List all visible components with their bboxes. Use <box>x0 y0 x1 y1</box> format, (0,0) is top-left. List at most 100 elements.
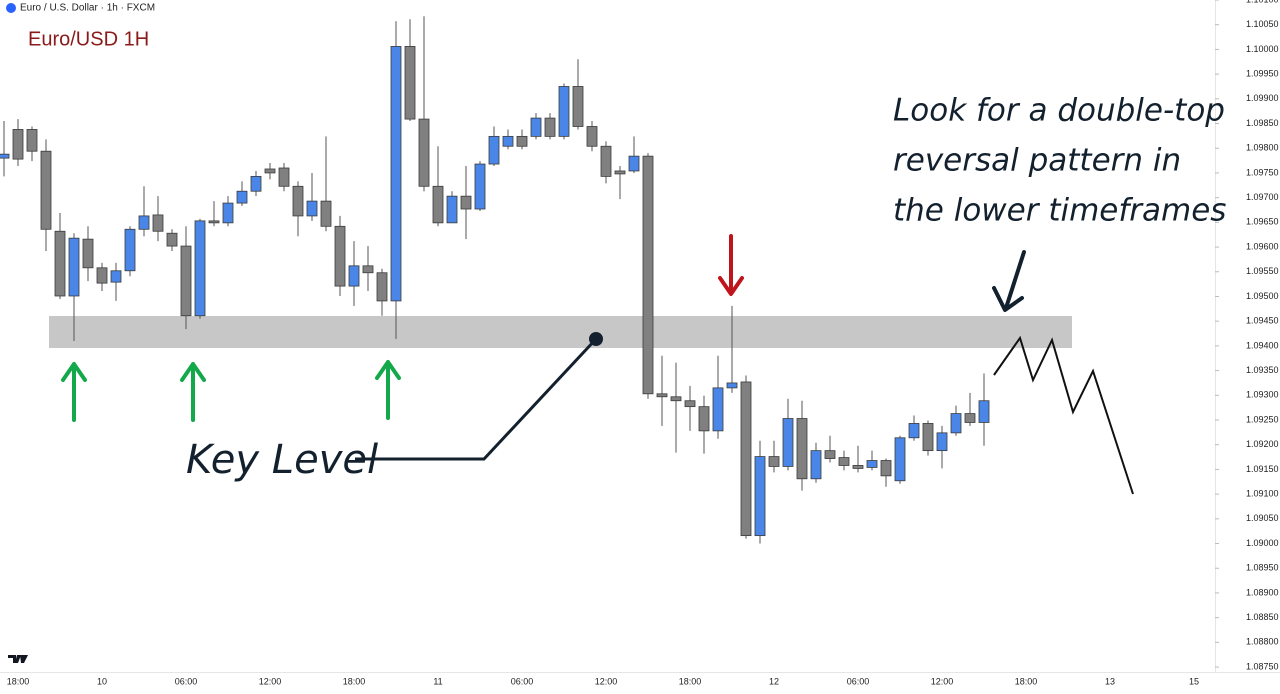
candle-body <box>754 456 766 537</box>
note-line: reversal pattern in <box>893 143 1181 179</box>
candle-body <box>894 437 906 482</box>
candle-body <box>96 267 108 284</box>
candle-body <box>348 265 360 287</box>
candle-body <box>40 150 52 230</box>
y-tick-label: 1.09700 <box>1246 192 1279 202</box>
candle-body <box>628 155 640 172</box>
up-arrow <box>61 362 87 422</box>
candle-body <box>306 200 318 217</box>
y-tick-label: 1.09950 <box>1246 68 1279 78</box>
candle-body <box>82 238 94 269</box>
candle-body <box>908 423 920 439</box>
zone-band <box>49 316 1072 348</box>
y-tick-label: 1.10050 <box>1246 19 1279 29</box>
candle-body <box>698 406 710 432</box>
candle-body <box>0 153 10 159</box>
y-tick-label: 1.09200 <box>1246 439 1279 449</box>
y-tick-label: 1.09250 <box>1246 414 1279 424</box>
annotations: Key Level Look for a double-top reversal… <box>61 93 1226 495</box>
x-tick-label: 11 <box>433 676 442 686</box>
candle-body <box>460 195 472 210</box>
candle-body <box>432 185 444 224</box>
support-arrows <box>61 360 401 422</box>
y-tick-label: 1.09450 <box>1246 316 1279 326</box>
y-tick-label: 1.09800 <box>1246 143 1279 153</box>
candle-body <box>866 460 878 468</box>
candle-body <box>586 126 598 147</box>
candle-body <box>12 129 24 160</box>
candle-body <box>852 465 864 469</box>
y-tick-label: 1.09750 <box>1246 167 1279 177</box>
candle-body <box>558 86 570 137</box>
y-tick-label: 1.09900 <box>1246 93 1279 103</box>
y-tick-label: 1.09550 <box>1246 266 1279 276</box>
candle-body <box>26 129 38 152</box>
candle-body <box>390 46 402 302</box>
candle-body <box>152 214 164 232</box>
candle-body <box>614 170 626 175</box>
candles <box>0 16 990 544</box>
x-tick-label: 12:00 <box>595 676 618 686</box>
candle-body <box>936 432 948 452</box>
candle-body <box>124 228 136 272</box>
candle-body <box>656 393 668 398</box>
y-tick-label: 1.09000 <box>1246 538 1279 548</box>
candle-body <box>320 200 332 227</box>
candle-body <box>978 400 990 423</box>
candle-body <box>922 423 934 452</box>
candle-body <box>166 232 178 247</box>
candle-body <box>810 450 822 480</box>
y-tick-label: 1.10000 <box>1246 44 1279 54</box>
candle-body <box>68 237 80 297</box>
candle-body <box>740 381 752 537</box>
y-tick-label: 1.09050 <box>1246 513 1279 523</box>
y-tick-label: 1.08800 <box>1246 637 1279 647</box>
candle-body <box>726 382 738 389</box>
x-tick-label: 18:00 <box>679 676 702 686</box>
x-tick-label: 15 <box>1189 676 1199 686</box>
candle-body <box>684 400 696 408</box>
candle-body <box>600 145 612 177</box>
down-arrow <box>718 234 744 296</box>
up-arrow <box>375 360 401 420</box>
y-tick-label: 1.09600 <box>1246 241 1279 251</box>
candle-body <box>180 245 192 317</box>
x-tick-label: 18:00 <box>343 676 366 686</box>
candle-body <box>516 135 528 147</box>
candle-body <box>796 418 808 480</box>
candle-body <box>446 195 458 224</box>
candle-body <box>544 117 556 137</box>
candle-body <box>530 117 542 137</box>
x-tick-label: 10 <box>97 676 107 686</box>
y-tick-label: 1.08850 <box>1246 612 1279 622</box>
candle-body <box>236 190 248 204</box>
y-tick-label: 1.09650 <box>1246 217 1279 227</box>
y-tick-label: 1.09850 <box>1246 118 1279 128</box>
x-tick-label: 12:00 <box>259 676 282 686</box>
y-tick-label: 1.08900 <box>1246 587 1279 597</box>
double-top-sketch <box>993 335 1134 495</box>
chart-title: Euro/USD 1H <box>28 28 149 50</box>
x-tick-label: 06:00 <box>511 676 534 686</box>
candle-body <box>418 118 430 187</box>
candle-body <box>222 202 234 224</box>
candle-body <box>838 457 850 466</box>
candle-body <box>362 265 374 274</box>
y-tick-label: 1.09150 <box>1246 464 1279 474</box>
note-line: Look for a double-top <box>893 93 1225 129</box>
note-line: the lower timeframes <box>893 193 1226 229</box>
candle-body <box>824 450 836 459</box>
x-tick-label: 18:00 <box>7 676 30 686</box>
candle-body <box>208 220 220 224</box>
candle-body <box>964 413 976 423</box>
platform-logo <box>8 655 28 663</box>
y-tick-label: 1.09500 <box>1246 291 1279 301</box>
candle-body <box>712 387 724 432</box>
candle-body <box>642 155 654 395</box>
symbol-icon <box>6 3 16 13</box>
candle-body <box>278 167 290 187</box>
x-tick-label: 06:00 <box>175 676 198 686</box>
candle-body <box>376 272 388 302</box>
y-tick-label: 1.08950 <box>1246 563 1279 573</box>
